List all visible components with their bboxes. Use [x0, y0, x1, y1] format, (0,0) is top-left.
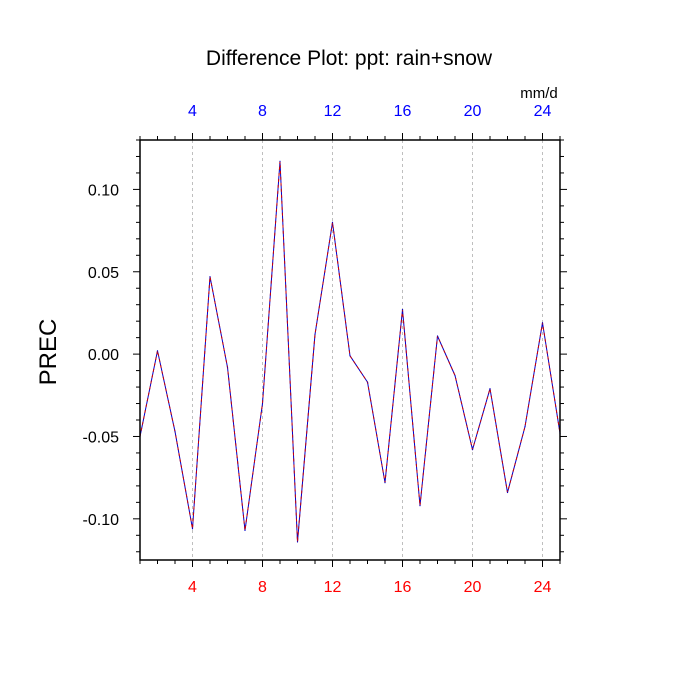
x-tick-label-top: 16	[394, 103, 412, 120]
data-point	[156, 350, 159, 352]
data-point	[279, 160, 281, 163]
data-point	[314, 333, 316, 335]
data-point	[191, 528, 194, 530]
x-tick-label-bottom: 8	[258, 579, 267, 596]
grid	[192, 140, 543, 560]
x-tick-label-top: 8	[258, 103, 267, 120]
x-tick-label-bottom: 4	[188, 579, 197, 596]
data-point	[244, 529, 246, 531]
data-point	[331, 221, 334, 223]
x-tick-label-top: 20	[464, 103, 482, 120]
y-tick-label: -0.10	[83, 512, 120, 529]
plot-frame	[139, 139, 561, 561]
data-point	[296, 541, 299, 543]
units-label: mm/d	[520, 85, 558, 102]
data-point	[489, 388, 491, 390]
chart-title: Difference Plot: ppt: rain+snow	[206, 47, 493, 70]
data-point	[261, 402, 264, 405]
data-point	[174, 430, 176, 433]
y-tick-label: -0.05	[83, 429, 120, 446]
y-tick-label: 0.10	[88, 182, 119, 199]
data-point	[384, 481, 386, 484]
x-tick-label-bottom: 20	[464, 579, 482, 596]
series-line	[139, 160, 561, 543]
x-tick-label-top: 4	[188, 103, 197, 120]
data-point	[226, 366, 229, 368]
data-point	[419, 505, 421, 507]
series-group	[139, 160, 561, 543]
data-point	[349, 355, 351, 357]
data-point	[401, 309, 404, 311]
data-point	[209, 276, 211, 278]
x-tick-label-bottom: 24	[534, 579, 552, 596]
data-point	[366, 381, 369, 383]
y-tick-label: 0.00	[88, 347, 119, 364]
x-tick-label-top: 12	[324, 103, 342, 120]
data-point	[436, 335, 439, 337]
tick-labels: 4 4 8 8 12 12 16 16 20 20 24 24 -0.10 -0.05 0.00 0.05 0.…	[83, 103, 552, 596]
x-tick-label-bottom: 16	[394, 579, 412, 596]
data-point	[541, 322, 544, 324]
data-point	[506, 491, 509, 494]
series-line-overlay	[139, 160, 561, 543]
data-point	[524, 425, 526, 428]
x-tick-label-top: 24	[534, 103, 552, 120]
data-point	[454, 374, 456, 377]
x-tick-label-bottom: 12	[324, 579, 342, 596]
y-tick-label: 0.05	[88, 265, 119, 282]
y-axis-label: PREC	[35, 319, 62, 386]
axes	[133, 133, 567, 567]
data-point	[471, 449, 474, 451]
